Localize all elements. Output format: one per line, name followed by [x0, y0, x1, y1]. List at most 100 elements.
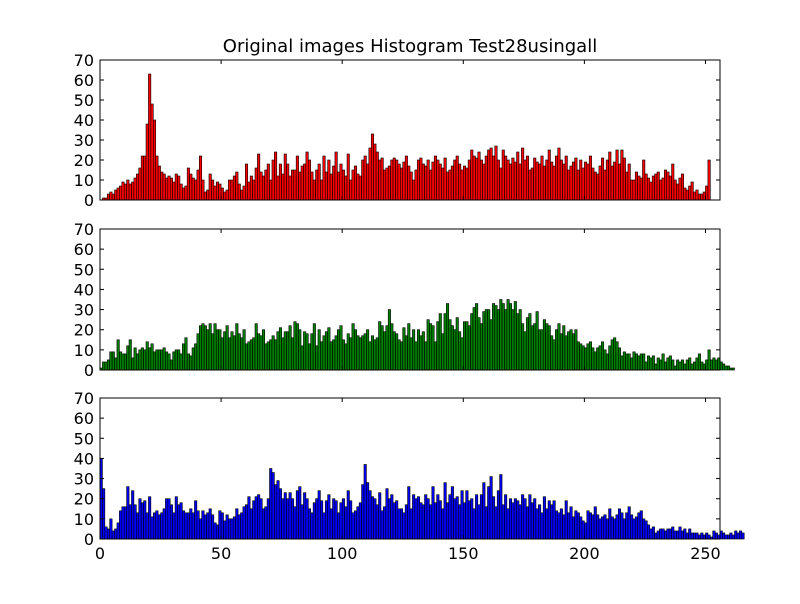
- green-bar-191: [562, 325, 566, 371]
- red-bar-121: [392, 157, 396, 201]
- red-bar-232: [661, 177, 665, 201]
- green-bar-29: [169, 359, 173, 371]
- red-bar-199: [581, 167, 585, 201]
- green-bar-18: [143, 349, 147, 371]
- blue-bar-53: [228, 518, 232, 540]
- green-bar-225: [644, 361, 648, 371]
- blue-bar-60: [245, 504, 249, 540]
- green-bar-183: [542, 319, 546, 371]
- red-bar-246: [695, 189, 699, 201]
- green-bar-11: [126, 345, 130, 371]
- red-bar-71: [271, 159, 275, 201]
- blue-bar-219: [630, 514, 634, 540]
- red-bar-132: [419, 157, 423, 201]
- red-bar-228: [651, 175, 655, 201]
- green-bar-184: [545, 323, 549, 371]
- red-bar-204: [593, 171, 597, 201]
- green-bar-135: [426, 319, 430, 371]
- blue-bar-198: [579, 516, 583, 540]
- green-bar-1: [102, 361, 106, 371]
- blue-bar-201: [586, 510, 590, 540]
- green-bar-72: [274, 339, 278, 371]
- green-bar-246: [695, 357, 699, 371]
- red-bar-65: [257, 153, 261, 201]
- red-ytick-label-4: 40: [74, 111, 94, 130]
- blue-bar-163: [494, 506, 498, 540]
- blue-bar-30: [172, 512, 176, 540]
- red-bar-88: [312, 179, 316, 201]
- blue-bar-189: [557, 512, 561, 540]
- green-bar-57: [237, 333, 241, 371]
- red-bar-17: [140, 155, 144, 201]
- red-bar-76: [283, 153, 287, 201]
- red-bar-126: [404, 155, 408, 201]
- blue-bar-180: [535, 508, 539, 540]
- green-bar-55: [232, 335, 236, 371]
- blue-bar-117: [383, 506, 387, 540]
- green-bar-239: [678, 361, 682, 371]
- green-bar-93: [324, 331, 328, 371]
- blue-bar-75: [281, 498, 285, 540]
- red-bar-175: [523, 159, 527, 201]
- red-bar-101: [344, 175, 348, 201]
- blue-bar-11: [126, 486, 130, 540]
- green-bar-176: [525, 317, 529, 371]
- green-bar-233: [663, 361, 668, 371]
- green-bar-161: [489, 319, 493, 371]
- red-bar-125: [402, 161, 406, 201]
- red-bar-179: [533, 157, 537, 201]
- red-bar-29: [169, 177, 173, 201]
- blue-bar-176: [525, 506, 529, 540]
- red-bar-188: [555, 155, 559, 201]
- green-bar-129: [412, 329, 416, 371]
- red-bar-222: [637, 175, 641, 201]
- blue-bar-91: [320, 500, 324, 540]
- green-bar-207: [601, 341, 605, 371]
- red-bar-186: [550, 161, 554, 201]
- green-bar-126: [404, 335, 408, 371]
- green-bar-219: [630, 357, 634, 371]
- green-bar-168: [506, 299, 510, 371]
- red-bar-93: [324, 171, 328, 201]
- red-bar-31: [174, 173, 178, 201]
- blue-bar-185: [547, 500, 551, 540]
- green-bar-70: [269, 339, 273, 371]
- green-bar-51: [223, 331, 227, 371]
- blue-bar-153: [470, 498, 474, 540]
- blue-bar-265: [741, 532, 745, 540]
- red-bar-196: [574, 157, 578, 201]
- green-bar-98: [337, 329, 341, 371]
- green-bar-69: [266, 341, 270, 371]
- red-bar-208: [603, 169, 607, 201]
- green-bar-122: [395, 333, 399, 371]
- blue-bar-191: [562, 514, 566, 540]
- green-bar-96: [332, 339, 336, 371]
- blue-bar-16: [138, 498, 142, 540]
- red-bar-6: [114, 189, 118, 201]
- red-bar-184: [545, 159, 549, 201]
- green-bar-83: [300, 345, 304, 371]
- green-bar-10: [123, 353, 127, 371]
- red-bar-68: [264, 169, 268, 201]
- red-bar-21: [150, 103, 154, 201]
- green-bar-137: [431, 325, 435, 371]
- red-bar-25: [160, 171, 164, 201]
- blue-bar-100: [341, 498, 345, 540]
- red-bar-56: [235, 171, 239, 201]
- blue-bar-146: [453, 498, 457, 540]
- red-bar-191: [562, 163, 566, 201]
- green-bar-203: [591, 347, 595, 371]
- green-bar-25: [160, 349, 164, 371]
- green-bar-111: [368, 341, 372, 371]
- blue-bar-166: [501, 504, 505, 540]
- red-bar-170: [511, 157, 515, 201]
- green-bar-71: [271, 335, 275, 371]
- red-bar-216: [622, 157, 626, 201]
- blue-bar-259: [726, 534, 730, 540]
- red-bar-119: [387, 165, 391, 201]
- blue-bar-173: [518, 504, 522, 540]
- blue-bar-118: [385, 488, 389, 540]
- red-bar-54: [230, 179, 234, 201]
- red-bar-26: [162, 173, 166, 201]
- red-bar-230: [656, 171, 660, 201]
